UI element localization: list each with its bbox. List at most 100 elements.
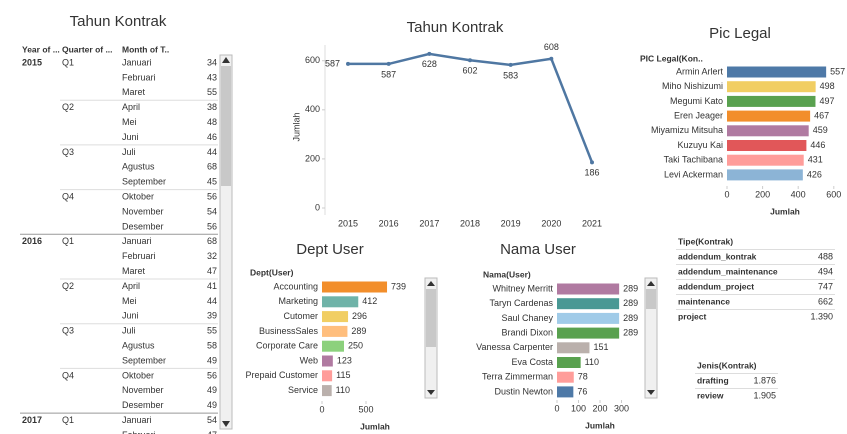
scroll-up[interactable]: [222, 57, 230, 63]
month-value: 48: [207, 117, 217, 127]
category-label: Vanessa Carpenter: [476, 342, 553, 352]
month-value: 55: [207, 87, 217, 97]
month: Juli: [122, 147, 136, 157]
col-header: Year of ...: [22, 44, 60, 54]
month: November: [122, 206, 164, 216]
row-name: review: [697, 390, 724, 400]
data-label: 78: [578, 372, 588, 382]
month: Agustus: [122, 162, 155, 172]
data-label: 110: [336, 385, 350, 395]
category-label: Levi Ackerman: [664, 169, 723, 179]
category-label: Miho Nishizumi: [662, 81, 723, 91]
category-label: Eren Jeager: [674, 110, 723, 120]
bar: [322, 370, 333, 382]
month-value: 54: [207, 415, 217, 425]
scroll-down[interactable]: [427, 390, 435, 395]
month: Oktober: [122, 191, 154, 201]
x-tick-label: 600: [826, 189, 841, 199]
category-label: Service: [288, 385, 318, 395]
month-value: 49: [207, 355, 217, 365]
quarter: Q4: [62, 370, 74, 380]
y-tick-label: 200: [305, 153, 320, 163]
data-label: 110: [585, 357, 599, 367]
scroll-thumb[interactable]: [426, 289, 436, 347]
data-label: 289: [623, 298, 638, 308]
x-tick-label: 0: [554, 403, 559, 413]
month: September: [122, 177, 166, 187]
scroll-thumb[interactable]: [221, 66, 231, 186]
data-label: 289: [623, 283, 638, 293]
quarter: Q2: [62, 102, 74, 112]
category-label: Armin Arlert: [676, 66, 724, 76]
month-value: 34: [207, 57, 217, 67]
category-label: Marketing: [278, 296, 318, 306]
month: Juli: [122, 326, 136, 336]
row-value: 1.905: [753, 390, 776, 400]
bar: [727, 140, 807, 151]
bar: [557, 283, 620, 295]
scroll-down[interactable]: [647, 390, 655, 395]
data-label: 431: [808, 155, 823, 165]
quarter: Q3: [62, 326, 74, 336]
point: [549, 56, 554, 61]
month-value: 58: [207, 340, 217, 350]
chart-title: Tahun Kontrak: [407, 19, 504, 36]
row-value: 747: [818, 281, 833, 291]
category-label: BusinessSales: [259, 326, 319, 336]
y-tick-label: 0: [315, 202, 320, 212]
data-label: 115: [336, 370, 350, 380]
x-tick-label: 2019: [501, 218, 521, 228]
y-axis-label: Jumlah: [291, 112, 301, 141]
month-value: 49: [207, 385, 217, 395]
row-name: maintenance: [678, 296, 730, 306]
scroll-up[interactable]: [427, 281, 435, 286]
category-label: Kuzuyu Kai: [677, 140, 723, 150]
month: Juni: [122, 132, 139, 142]
month-value: 49: [207, 400, 217, 410]
x-tick-label: 100: [571, 403, 586, 413]
data-label: 289: [623, 313, 638, 323]
month: Desember: [122, 221, 164, 231]
category-label: Megumi Kato: [670, 96, 723, 106]
bar: [557, 386, 574, 398]
bar: [557, 298, 620, 310]
x-tick-label: 200: [592, 403, 607, 413]
point: [508, 62, 513, 67]
month-value: 44: [207, 296, 217, 306]
data-label: 587: [325, 58, 340, 68]
month: Januari: [122, 415, 152, 425]
bar: [557, 357, 581, 368]
category-label: Prepaid Customer: [245, 370, 318, 380]
scroll-thumb[interactable]: [646, 289, 656, 309]
x-tick-label: 2018: [460, 218, 480, 228]
year: 2015: [22, 57, 42, 67]
month: Maret: [122, 266, 146, 276]
data-label: 186: [584, 168, 599, 178]
y-header: Nama(User): [483, 269, 531, 279]
data-label: 557: [830, 66, 845, 76]
month: Februari: [122, 251, 156, 261]
row-name: project: [678, 311, 707, 321]
category-label: Taryn Cardenas: [489, 298, 553, 308]
bar: [322, 325, 348, 337]
bar: [322, 385, 332, 397]
month-value: 44: [207, 147, 217, 157]
category-label: Corporate Care: [256, 341, 318, 351]
x-tick-label: 2017: [419, 218, 439, 228]
row-value: 494: [818, 266, 833, 276]
scroll-up[interactable]: [647, 281, 655, 286]
bar: [322, 340, 344, 352]
bar: [322, 296, 359, 308]
year: 2016: [22, 236, 42, 246]
month-value: 47: [207, 430, 217, 434]
bar: [557, 342, 590, 354]
data-label: 608: [544, 42, 559, 52]
month-value: 56: [207, 221, 217, 231]
data-label: 498: [820, 81, 835, 91]
month: Mei: [122, 296, 137, 306]
bar: [727, 95, 816, 107]
point: [468, 58, 472, 63]
data-label: 76: [577, 386, 587, 396]
scroll-down[interactable]: [222, 421, 230, 427]
month: Mei: [122, 117, 137, 127]
